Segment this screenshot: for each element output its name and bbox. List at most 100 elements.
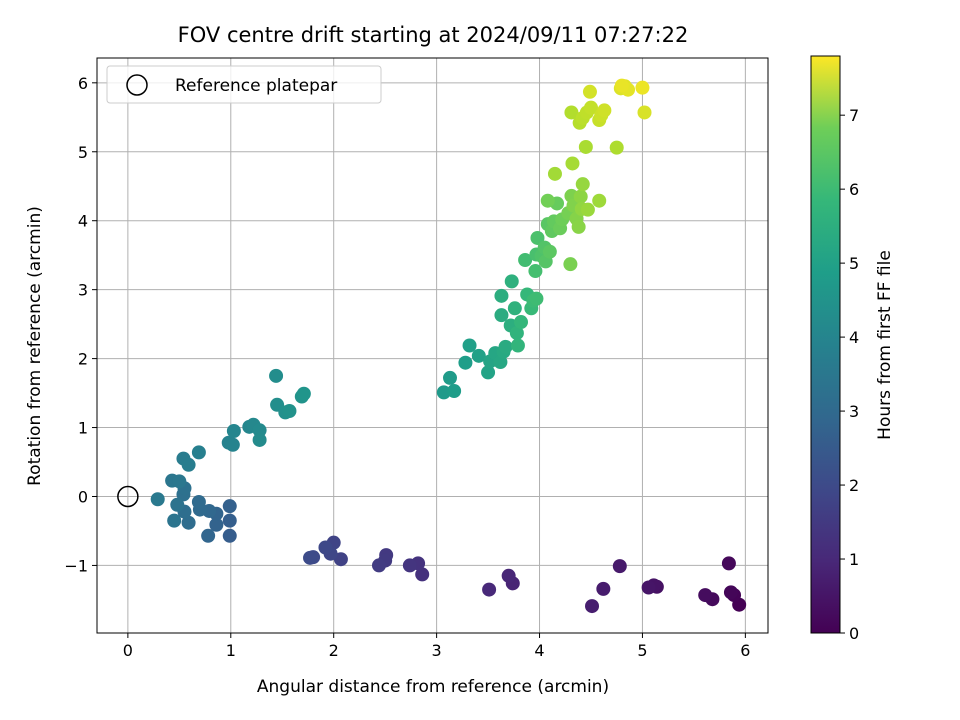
data-point	[518, 253, 533, 268]
legend: Reference platepar	[106, 65, 382, 104]
data-point	[580, 202, 595, 217]
data-point	[402, 558, 417, 573]
data-point	[585, 599, 600, 614]
data-point	[296, 386, 311, 401]
data-point	[333, 552, 348, 567]
data-point	[571, 219, 586, 234]
data-point	[609, 140, 624, 155]
colorbar-tick-label: 3	[849, 402, 859, 421]
colorbar-tick-label: 7	[849, 106, 859, 125]
x-axis-label: Angular distance from reference (arcmin)	[257, 677, 609, 697]
data-point	[514, 315, 529, 330]
data-point	[462, 338, 477, 353]
data-point	[573, 189, 588, 204]
x-tick-label: 0	[123, 641, 133, 660]
data-point	[494, 308, 509, 323]
data-point	[181, 515, 196, 530]
data-point	[225, 437, 240, 452]
data-point	[540, 193, 555, 208]
legend-marker-open-circle	[126, 74, 148, 96]
data-point	[201, 528, 216, 543]
data-point	[614, 78, 629, 93]
data-point	[494, 288, 509, 303]
colorbar-tick-label: 5	[849, 254, 859, 273]
x-tick-label: 2	[329, 641, 339, 660]
x-tick-label: 5	[637, 641, 647, 660]
y-tick-label: 2	[78, 350, 88, 369]
data-point	[597, 103, 612, 118]
y-axis-ticks: −1 0 1 2 3 4 5 6	[64, 74, 97, 575]
data-point	[172, 474, 187, 489]
data-point	[415, 567, 430, 582]
x-tick-label: 1	[226, 641, 236, 660]
data-point	[721, 556, 736, 571]
data-point	[698, 588, 713, 603]
colorbar-tick-label: 6	[849, 180, 859, 199]
data-point	[167, 513, 182, 528]
data-point	[447, 384, 462, 399]
grid	[97, 58, 768, 633]
data-point	[222, 499, 237, 514]
data-point	[181, 457, 196, 472]
data-point	[170, 497, 185, 512]
data-points	[150, 78, 747, 614]
legend-label: Reference platepar	[175, 76, 337, 96]
data-point	[458, 355, 473, 370]
data-point	[209, 517, 224, 532]
data-point	[564, 105, 579, 120]
colorbar: 0 1 2 3 4 5 6 7 Hours from first FF file	[810, 55, 895, 643]
y-tick-label: 6	[78, 74, 88, 93]
data-point	[637, 105, 652, 120]
data-point	[282, 403, 297, 418]
data-point	[583, 100, 598, 115]
data-point	[471, 348, 486, 363]
data-point	[481, 365, 496, 380]
data-point	[269, 368, 284, 383]
reference-platepar-marker	[117, 485, 139, 508]
x-tick-label: 6	[740, 641, 750, 660]
data-point	[371, 558, 386, 573]
y-tick-label: 0	[78, 487, 88, 506]
data-point	[222, 513, 237, 528]
data-point	[596, 581, 611, 596]
colorbar-ticks: 0 1 2 3 4 5 6 7	[840, 106, 859, 643]
data-point	[252, 423, 267, 438]
x-axis-ticks: 0 1 2 3 4 5 6	[123, 633, 750, 660]
data-point	[222, 528, 237, 543]
data-point	[507, 301, 522, 316]
data-point	[498, 339, 513, 354]
x-tick-label: 4	[534, 641, 544, 660]
data-point	[723, 585, 738, 600]
data-point	[442, 370, 457, 385]
colorbar-gradient	[810, 55, 841, 634]
data-point	[501, 568, 516, 583]
data-point	[504, 274, 519, 289]
data-point	[547, 166, 562, 181]
y-tick-label: 3	[78, 281, 88, 300]
y-tick-label: 5	[78, 143, 88, 162]
y-tick-label: −1	[64, 556, 88, 575]
y-tick-label: 1	[78, 419, 88, 438]
data-point	[529, 291, 544, 306]
data-point	[635, 80, 650, 95]
data-point	[436, 385, 451, 400]
data-point	[542, 244, 557, 259]
y-tick-label: 4	[78, 212, 88, 231]
colorbar-label: Hours from first FF file	[875, 250, 895, 440]
colorbar-tick-label: 4	[849, 328, 859, 347]
data-point	[509, 326, 524, 341]
data-point	[191, 495, 206, 510]
colorbar-tick-label: 2	[849, 476, 859, 495]
data-point	[565, 156, 580, 171]
data-point	[641, 580, 656, 595]
data-point	[528, 264, 543, 279]
data-point	[191, 445, 206, 460]
data-point	[482, 582, 497, 597]
colorbar-tick-label: 1	[849, 550, 859, 569]
data-point	[592, 193, 607, 208]
legend-box	[106, 65, 382, 104]
y-axis-label: Rotation from reference (arcmin)	[25, 206, 45, 486]
data-point	[578, 139, 593, 154]
data-point	[226, 423, 241, 438]
